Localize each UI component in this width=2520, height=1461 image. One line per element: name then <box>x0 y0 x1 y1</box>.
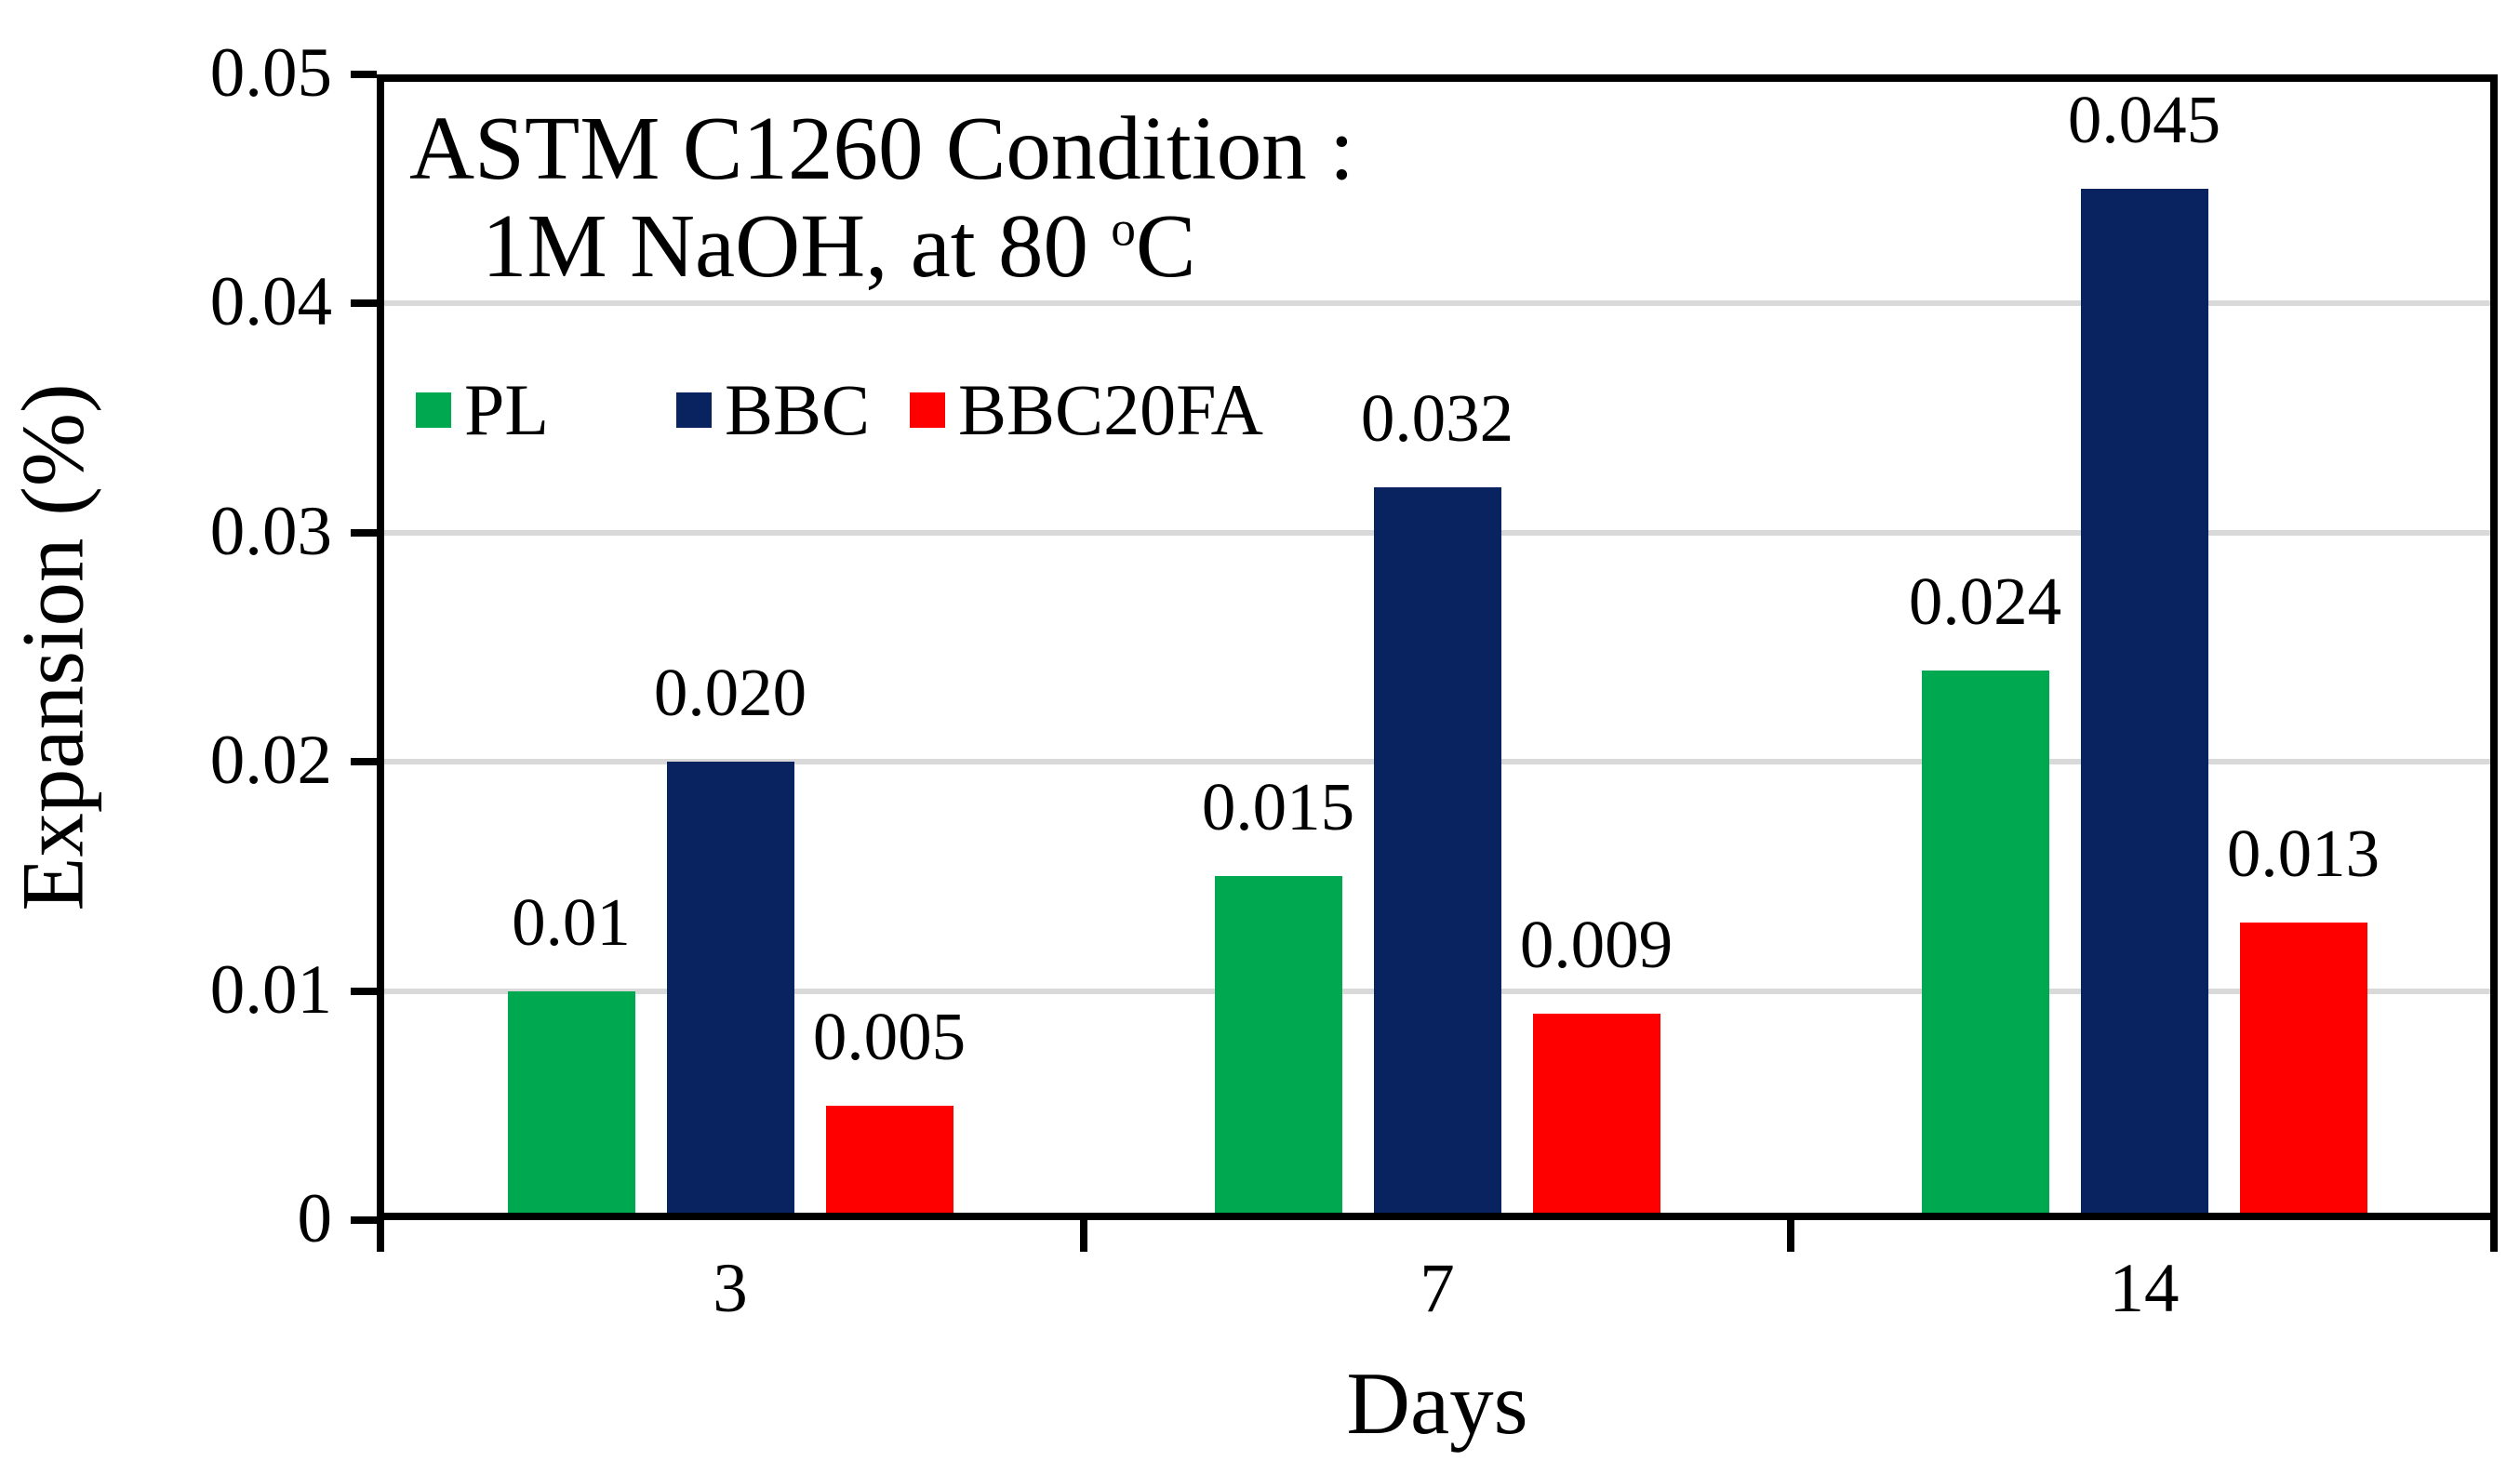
x-tick-mark <box>1080 1220 1087 1252</box>
x-tick-mark <box>2490 1220 2498 1252</box>
chart-annotation-line1: ASTM C1260 Condition : <box>409 99 1354 198</box>
bar-value-label: 0.01 <box>512 883 631 960</box>
bar-PL-day7 <box>1214 876 1342 1213</box>
bar-BBC-day14 <box>2080 189 2208 1213</box>
x-tick-mark <box>1787 1220 1794 1252</box>
legend-item-BBC: BBC <box>676 374 870 446</box>
x-tick-label: 14 <box>2109 1250 2180 1327</box>
x-tick-label: 7 <box>1420 1250 1455 1327</box>
y-tick-mark <box>351 71 377 78</box>
bar-value-label: 0.024 <box>1908 563 2062 639</box>
y-tick-label: 0.02 <box>209 722 332 800</box>
y-tick-label: 0.03 <box>209 492 332 570</box>
y-tick-label: 0 <box>297 1180 333 1257</box>
y-axis-title: Expansion (%) <box>3 383 102 911</box>
x-tick-label: 3 <box>713 1250 748 1327</box>
bar-value-label: 0.015 <box>1201 769 1355 845</box>
bar-value-label: 0.005 <box>812 998 967 1074</box>
y-tick-mark <box>351 758 377 766</box>
x-axis-title: Days <box>1346 1354 1528 1453</box>
x-tick-mark <box>377 1220 384 1252</box>
gridline <box>380 300 2494 307</box>
chart-annotation-line2: 1M NaOH, at 80 oC <box>482 195 1196 296</box>
legend-label-BBC20FA: BBC20FA <box>958 369 1263 450</box>
bar-value-label: 0.032 <box>1360 379 1514 456</box>
bar-PL-day14 <box>1921 670 2049 1213</box>
bar-BBC20FA-day7 <box>1532 1014 1660 1213</box>
legend-swatch-BBC <box>676 392 712 428</box>
y-tick-label: 0.01 <box>209 950 332 1029</box>
y-tick-mark <box>351 299 377 308</box>
bar-value-label: 0.009 <box>1519 907 1673 983</box>
legend-item-PL: PL <box>416 374 549 446</box>
legend-swatch-PL <box>416 392 451 428</box>
y-tick-label: 0.04 <box>209 263 332 341</box>
y-tick-mark <box>351 1216 377 1224</box>
legend-item-BBC20FA: BBC20FA <box>910 374 1263 446</box>
bar-BBC-day3 <box>666 762 794 1213</box>
bar-BBC20FA-day3 <box>825 1105 953 1213</box>
bar-value-label: 0.045 <box>2067 82 2221 158</box>
bar-PL-day3 <box>507 990 635 1213</box>
chart-annotation: ASTM C1260 Condition : 1M NaOH, at 80 oC <box>409 100 1354 296</box>
bar-value-label: 0.013 <box>2226 815 2380 891</box>
bar-value-label: 0.020 <box>653 655 807 731</box>
y-tick-mark <box>351 987 377 995</box>
legend-label-BBC: BBC <box>725 369 871 450</box>
y-tick-mark <box>351 528 377 537</box>
degree-superscript: o <box>1111 200 1136 257</box>
legend-label-PL: PL <box>464 369 550 450</box>
bar-BBC-day7 <box>1373 486 1501 1213</box>
y-tick-label: 0.05 <box>209 34 332 112</box>
legend-swatch-BBC20FA <box>910 392 945 428</box>
bar-BBC20FA-day14 <box>2239 922 2367 1213</box>
